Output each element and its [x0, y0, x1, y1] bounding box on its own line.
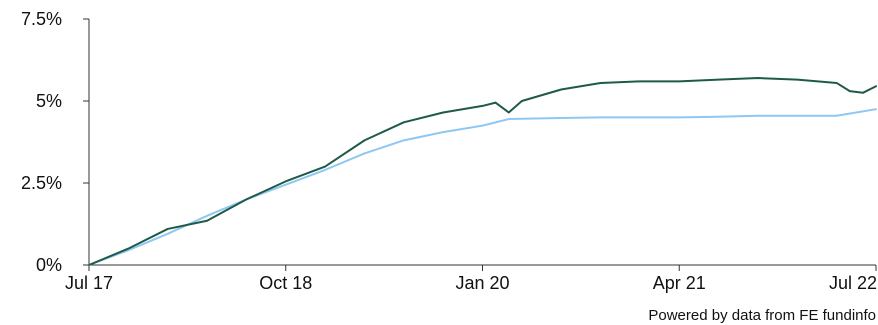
y-tick-label: 2.5%	[21, 173, 62, 193]
series-line-2	[88, 108, 877, 266]
y-tick-label: 5%	[36, 91, 62, 111]
data-source-attribution: Powered by data from FE fundinfo	[648, 307, 876, 324]
x-tick-label: Jan 20	[455, 273, 509, 293]
x-tick-label: Oct 18	[259, 273, 312, 293]
series-line-1	[88, 77, 877, 266]
x-tick-label: Jul 22	[829, 273, 877, 293]
x-tick-label: Apr 21	[653, 273, 706, 293]
y-tick-label: 7.5%	[21, 9, 62, 29]
y-tick-label: 0%	[36, 255, 62, 275]
x-tick-label: Jul 17	[65, 273, 113, 293]
